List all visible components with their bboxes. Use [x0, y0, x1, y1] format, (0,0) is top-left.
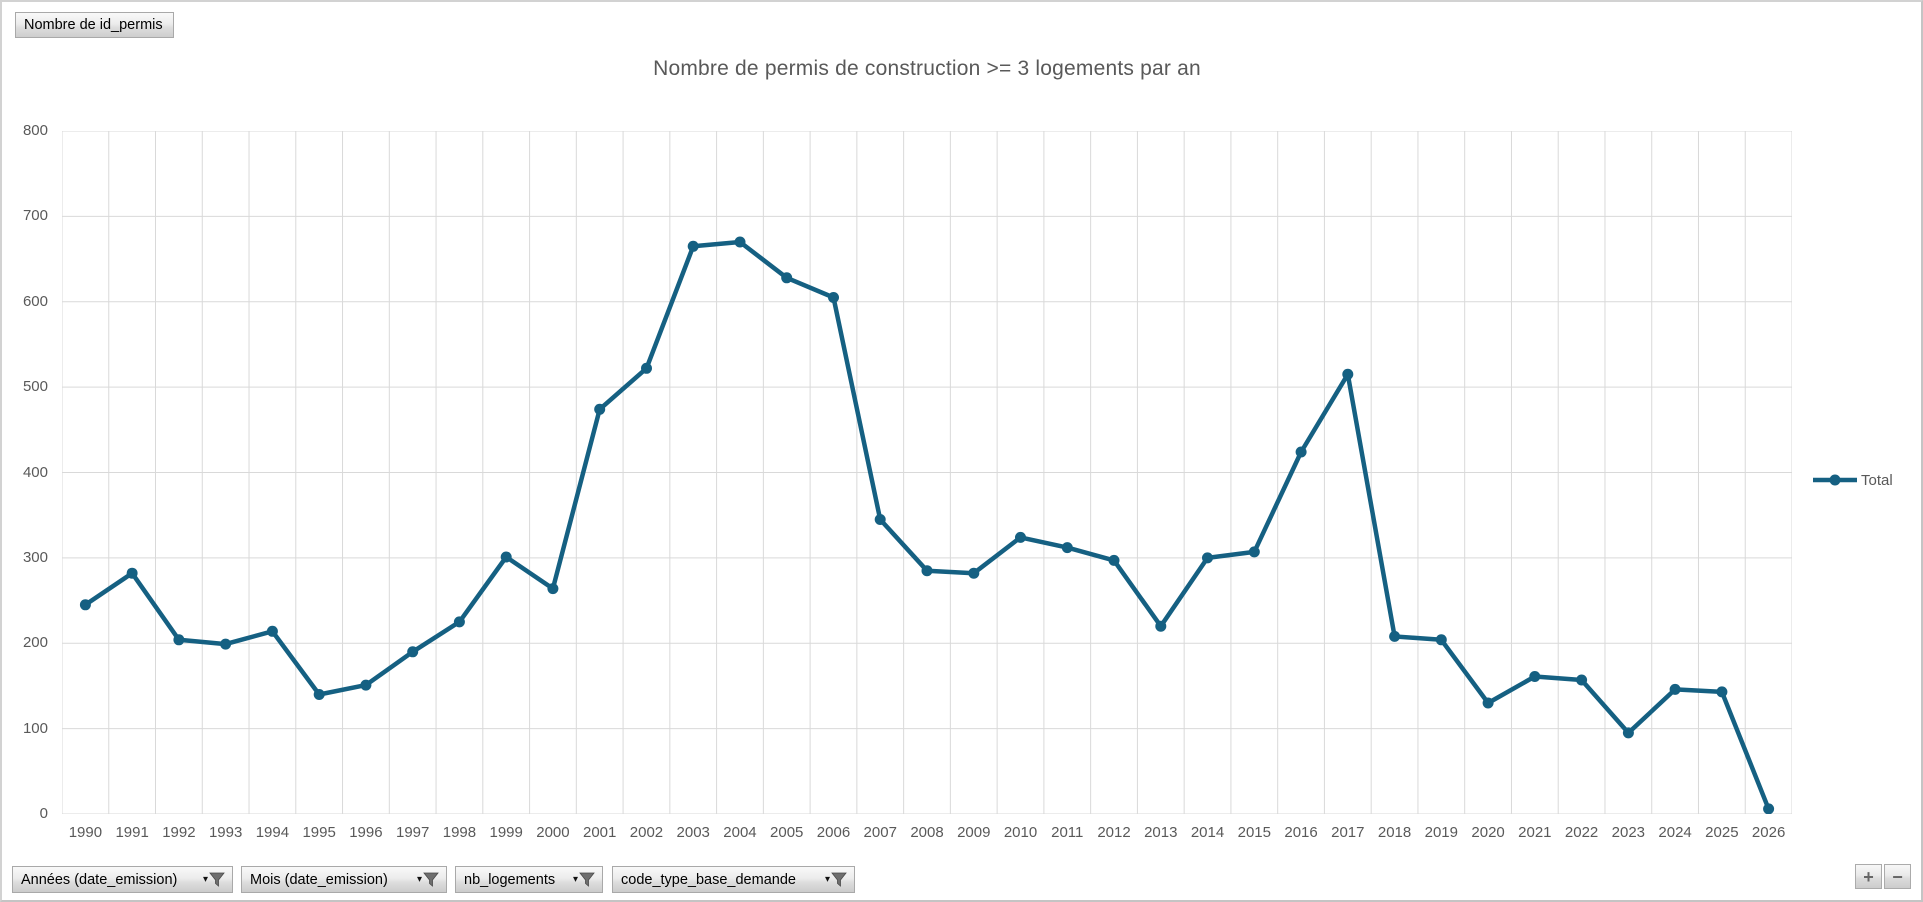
chart-title: Nombre de permis de construction >= 3 lo…: [653, 57, 1201, 80]
x-tick-label: 2008: [910, 824, 944, 841]
x-tick-label: 2024: [1658, 824, 1692, 841]
x-tick-label: 2026: [1751, 824, 1786, 841]
plot-area: [62, 131, 1792, 814]
x-tick-label: 2010: [1003, 824, 1038, 841]
filter-funnel-icon: [209, 872, 225, 887]
x-tick-label: 2023: [1611, 824, 1646, 841]
x-tick-label: 2015: [1237, 824, 1271, 841]
filter-funnel-icon: [423, 872, 439, 887]
x-tick-label: 2009: [957, 824, 991, 841]
y-tick-label: 200: [22, 634, 48, 652]
x-tick-label: 2020: [1471, 824, 1505, 841]
field-button-label: Années (date_emission): [21, 871, 178, 888]
x-tick-label: 2022: [1564, 824, 1599, 841]
x-tick-label: 1992: [162, 824, 196, 841]
x-tick-label: 1996: [349, 824, 383, 841]
dropdown-arrow-icon: ▾: [824, 874, 830, 885]
y-tick-label: 100: [22, 719, 48, 737]
field-filter-controls: ▾: [403, 872, 439, 887]
x-tick-label: 1995: [302, 824, 336, 841]
x-tick-label: 1991: [115, 824, 149, 841]
x-tick-label: 1997: [395, 824, 430, 841]
dropdown-arrow-icon: ▾: [202, 874, 208, 885]
x-tick-label: 2002: [629, 824, 664, 841]
field-filter-controls: ▾: [189, 872, 225, 887]
y-tick-label: 800: [22, 122, 48, 139]
field-button-annees-date-emission[interactable]: Années (date_emission) ▾: [12, 866, 233, 893]
filter-funnel-icon: [831, 872, 847, 887]
x-tick-label: 2018: [1377, 824, 1412, 841]
field-button-label: Mois (date_emission): [250, 871, 388, 888]
y-tick-label: 400: [22, 463, 48, 481]
legend-line-marker-icon: [1813, 474, 1857, 486]
y-tick-label: 300: [22, 548, 48, 566]
x-tick-label: 2001: [583, 824, 617, 841]
field-filter-controls: ▾: [559, 872, 595, 887]
zoom-out-button[interactable]: −: [1884, 864, 1911, 889]
legend[interactable]: Total: [1812, 470, 1893, 490]
x-tick-label: 2006: [816, 824, 851, 841]
field-button-mois-date-emission[interactable]: Mois (date_emission) ▾: [241, 866, 447, 893]
x-tick-label: 2021: [1518, 824, 1552, 841]
x-tick-label: 1999: [489, 824, 523, 841]
y-tick-label: 500: [22, 378, 48, 396]
x-tick-label: 2017: [1331, 824, 1365, 841]
x-tick-label: 2007: [863, 824, 897, 841]
x-tick-label: 2016: [1284, 824, 1318, 841]
x-tick-label: 2005: [770, 824, 804, 841]
x-tick-label: 2012: [1097, 824, 1131, 841]
legend-label: Total: [1861, 471, 1893, 489]
x-tick-label: 2014: [1190, 824, 1225, 841]
x-tick-label: 2019: [1424, 824, 1458, 841]
x-tick-label: 2013: [1144, 824, 1178, 841]
line-chart-svg: [62, 131, 1792, 814]
field-button-label: code_type_base_demande: [621, 871, 796, 888]
x-tick-label: 2004: [723, 824, 757, 841]
filter-funnel-icon: [579, 872, 595, 887]
x-tick-label: 1990: [68, 824, 103, 841]
y-tick-label: 700: [22, 207, 48, 225]
y-tick-label: 600: [22, 292, 48, 310]
x-tick-label: 2011: [1051, 824, 1084, 841]
x-tick-label: 2003: [676, 824, 710, 841]
pivot-value-field-button[interactable]: Nombre de id_permis: [15, 12, 174, 38]
x-tick-label: 1993: [208, 824, 243, 841]
field-filter-controls: ▾: [811, 872, 847, 887]
x-tick-label: 1998: [442, 824, 477, 841]
dropdown-arrow-icon: ▾: [416, 874, 422, 885]
x-tick-label: 1994: [255, 824, 290, 841]
zoom-in-button[interactable]: +: [1855, 864, 1882, 889]
x-tick-label: 2025: [1705, 824, 1739, 841]
field-button-code-type-base-demande[interactable]: code_type_base_demande ▾: [612, 866, 855, 893]
x-tick-label: 2000: [536, 824, 570, 841]
field-button-nb-logements[interactable]: nb_logements ▾: [455, 866, 603, 893]
y-tick-label: 0: [39, 805, 48, 822]
field-button-label: nb_logements: [464, 871, 556, 888]
dropdown-arrow-icon: ▾: [572, 874, 578, 885]
